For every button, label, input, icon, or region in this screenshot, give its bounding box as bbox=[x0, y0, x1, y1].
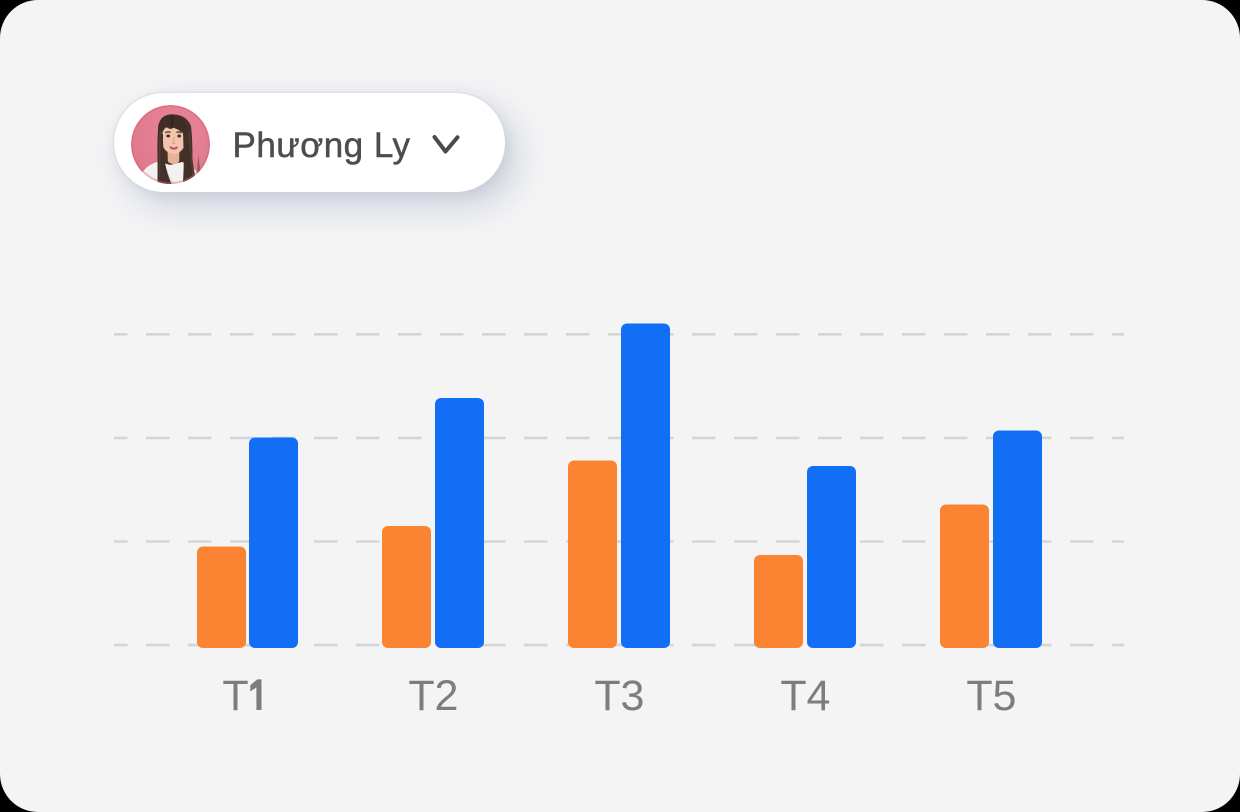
svg-text:2: 2 bbox=[435, 672, 459, 720]
svg-text:T: T bbox=[780, 672, 806, 720]
svg-text:4: 4 bbox=[807, 672, 831, 720]
svg-text:T: T bbox=[408, 672, 434, 720]
svg-text:T: T bbox=[966, 672, 992, 720]
svg-text:T: T bbox=[594, 672, 620, 720]
svg-text:T: T bbox=[222, 672, 248, 720]
svg-text:5: 5 bbox=[993, 672, 1017, 720]
svg-text:3: 3 bbox=[621, 672, 645, 720]
